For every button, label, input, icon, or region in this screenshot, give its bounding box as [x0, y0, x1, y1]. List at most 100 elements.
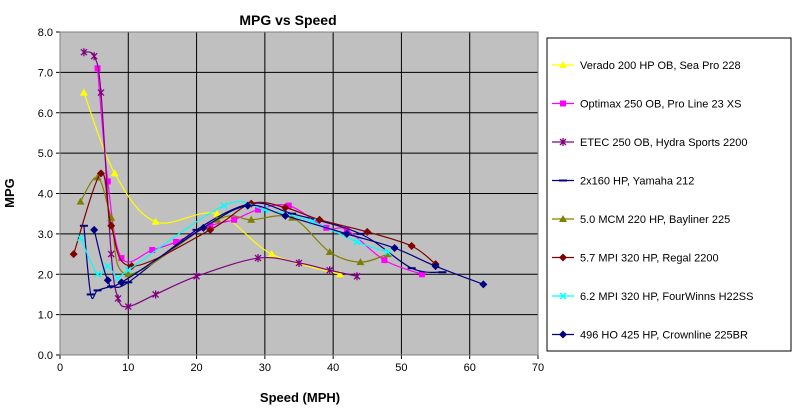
axes: 0.0 1.0 2.0 3.0 4.0 5.0 6.0 7.0 8.0 0 10 20 30 40 50 60…: [38, 27, 544, 374]
y-tick-label: 6.0: [38, 108, 53, 120]
data-point: [206, 225, 215, 234]
data-point: [231, 216, 238, 223]
x-tick-label: 20: [190, 362, 202, 374]
data-point: [418, 271, 425, 278]
data-point: [356, 258, 365, 266]
data-point: [325, 248, 334, 256]
data-point: [76, 197, 85, 205]
legend-label: Verado 200 HP OB, Sea Pro 228: [580, 60, 741, 72]
data-point: [114, 294, 122, 303]
y-tick-label: 3.0: [38, 229, 53, 241]
data-point: [151, 217, 160, 225]
data-point: [220, 202, 228, 210]
series-line: [79, 201, 388, 280]
plot-border: [59, 31, 539, 356]
data-point: [103, 276, 112, 285]
series-5: [76, 173, 392, 278]
y-tick-label: 7.0: [38, 67, 53, 79]
legend-entry-8: 496 HO 425 HP, Crownline 225BR: [552, 330, 748, 342]
data-point: [254, 254, 262, 263]
data-point: [381, 257, 388, 264]
data-point: [315, 215, 324, 224]
data-point: [173, 238, 180, 245]
legend-label: 2x160 HP, Yamaha 212: [580, 176, 694, 188]
data-point: [243, 201, 252, 210]
legend-label: 6.2 MPI 320 HP, FourWinns H22SS: [580, 291, 753, 303]
data-point: [107, 250, 115, 259]
data-point: [76, 234, 85, 242]
y-tick-label: 0.0: [38, 350, 53, 362]
series-2: [94, 65, 425, 278]
x-tick-label: 0: [57, 362, 63, 374]
data-point: [93, 173, 102, 181]
legend-entry-3: ETEC 250 OB, Hydra Sports 2200: [552, 137, 748, 149]
data-point: [96, 169, 105, 178]
y-tick-label: 8.0: [38, 27, 53, 39]
legend-label: 496 HO 425 HP, Crownline 225BR: [580, 330, 748, 342]
data-point: [117, 278, 126, 287]
data-point: [90, 52, 98, 61]
data-point: [149, 247, 156, 254]
data-point: [104, 178, 111, 185]
legend-entries: Verado 200 HP OB, Sea Pro 228 Optimax 250…: [552, 60, 753, 342]
legend-entry-6: 5.7 MPI 320 HP, Regal 2200: [552, 253, 719, 265]
legend-entry-5: 5.0 MCM 220 HP, Bayliner 225: [552, 214, 730, 226]
data-point: [295, 258, 303, 267]
data-point: [343, 226, 350, 233]
chart-title: MPG vs Speed: [239, 12, 336, 28]
data-point: [118, 255, 125, 262]
data-point: [431, 262, 440, 271]
y-tick-label: 4.0: [38, 189, 53, 201]
y-axis-title: MPG: [2, 178, 17, 208]
y-tick-label: 5.0: [38, 148, 53, 160]
data-point: [342, 229, 351, 238]
legend-swatch-marker: [559, 330, 567, 339]
data-point: [281, 211, 290, 220]
series-layer: [69, 48, 488, 311]
data-point: [124, 270, 133, 278]
legend-swatch-marker: [559, 253, 567, 262]
legend-entry-7: 6.2 MPI 320 HP, FourWinns H22SS: [552, 291, 753, 303]
series-line: [93, 204, 484, 289]
data-point: [390, 244, 399, 253]
data-point: [193, 272, 201, 281]
series-1: [79, 88, 344, 278]
data-point: [213, 209, 222, 217]
legend-label: 5.7 MPI 320 HP, Regal 2200: [580, 253, 719, 265]
series-7: [76, 201, 392, 282]
series-3: [80, 48, 361, 311]
data-point: [124, 302, 132, 311]
data-point: [94, 65, 101, 72]
data-point: [80, 48, 88, 57]
data-point: [94, 270, 102, 278]
series-line: [83, 92, 341, 275]
data-point: [335, 270, 344, 278]
x-tick-label: 30: [259, 362, 271, 374]
x-tick-label: 40: [327, 362, 339, 374]
legend-entry-1: Verado 200 HP OB, Sea Pro 228: [552, 60, 741, 72]
data-point: [199, 223, 208, 232]
x-tick-label: 10: [122, 362, 134, 374]
data-point: [281, 203, 290, 212]
legend-label: ETEC 250 OB, Hydra Sports 2200: [580, 137, 748, 149]
x-tick-label: 70: [532, 362, 544, 374]
data-point: [69, 250, 78, 259]
legend-swatch-marker: [560, 100, 566, 107]
data-point: [326, 266, 334, 275]
data-point: [353, 238, 361, 246]
y-tick-label: 2.0: [38, 269, 53, 281]
data-point: [255, 206, 262, 213]
data-point: [383, 250, 392, 258]
legend-entry-2: Optimax 250 OB, Pro Line 23 XS: [552, 99, 741, 111]
legend-swatch-marker: [559, 215, 567, 222]
data-point: [479, 280, 488, 289]
series-8: [90, 201, 488, 289]
legend-swatch-marker: [559, 61, 567, 68]
data-point: [247, 215, 256, 223]
series-line: [79, 176, 388, 275]
data-point: [353, 272, 361, 281]
data-point: [97, 88, 105, 97]
data-point: [79, 88, 88, 96]
